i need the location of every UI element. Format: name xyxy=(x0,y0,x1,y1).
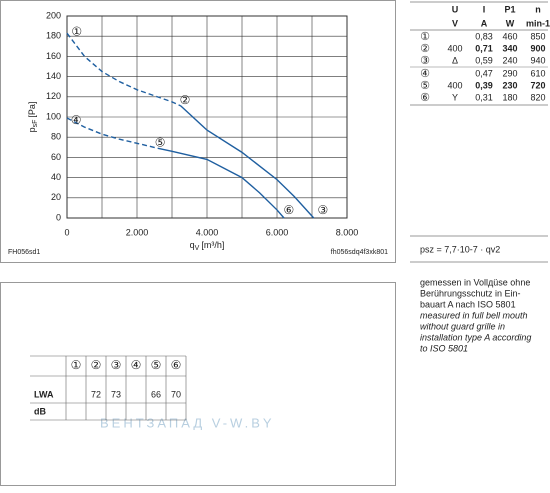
curve xyxy=(66,117,159,149)
table-cell: 66 xyxy=(151,389,161,399)
table-cell: 0,59 xyxy=(475,55,493,65)
table-cell: ① xyxy=(420,31,430,43)
y-tick-label: 100 xyxy=(46,111,61,121)
table-unit: W xyxy=(506,18,515,28)
table-cell: 72 xyxy=(91,389,101,399)
note-en: to ISO 5801 xyxy=(420,343,468,353)
note-en: without guard grille in xyxy=(420,321,505,331)
sound-frame xyxy=(0,282,396,486)
table-cell: 720 xyxy=(530,80,545,90)
table-unit: min-1 xyxy=(526,18,550,28)
table-cell: 340 xyxy=(502,43,517,53)
table-header: ① xyxy=(71,358,82,372)
table-cell: 70 xyxy=(171,389,181,399)
row-label: LWA xyxy=(34,389,54,399)
y-tick-label: 60 xyxy=(51,152,61,162)
table-header: P1 xyxy=(504,4,515,14)
table-cell: 0,83 xyxy=(475,31,493,41)
table-cell: 230 xyxy=(502,80,517,90)
table-cell: ⑤ xyxy=(420,80,430,92)
table-header: I xyxy=(483,4,486,14)
table-header: U xyxy=(452,4,459,14)
table-cell: 0,71 xyxy=(475,43,493,53)
table-cell: 900 xyxy=(530,43,545,53)
table-header: ⑤ xyxy=(151,358,162,372)
table-header: ② xyxy=(91,358,102,372)
table-cell: 940 xyxy=(530,55,545,65)
curve-marker: ⑤ xyxy=(155,135,166,149)
table-unit: V xyxy=(452,18,458,28)
y-tick-label: 80 xyxy=(51,132,61,142)
y-axis-label-part: sF xyxy=(32,120,39,128)
y-tick-label: 200 xyxy=(46,10,61,20)
table-cell: 610 xyxy=(530,68,545,78)
table-header: ④ xyxy=(131,358,142,372)
footer-left: FH056sd1 xyxy=(8,249,40,256)
table-cell: 290 xyxy=(502,68,517,78)
curve xyxy=(66,32,182,107)
curve-marker: ⑥ xyxy=(284,203,295,217)
x-tick-label: 0 xyxy=(64,227,69,237)
table-cell: 0,31 xyxy=(475,92,493,102)
curve-marker: ④ xyxy=(71,113,82,127)
y-tick-label: 160 xyxy=(46,51,61,61)
formula: psz = 7,7·10-7 · qv2 xyxy=(420,244,500,254)
table-cell: 0,47 xyxy=(475,68,493,78)
x-tick-label: 8.000 xyxy=(336,227,359,237)
note: gemessen in Vollдüse ohne xyxy=(420,277,530,287)
table-cell: 400 xyxy=(447,43,462,53)
note-en: measured in full bell mouth xyxy=(420,310,528,320)
y-axis-label: psF [Pa] xyxy=(27,102,38,133)
table-cell: 400 xyxy=(447,80,462,90)
table-cell: 240 xyxy=(502,55,517,65)
footer-right: fh056sdq4f3xk801 xyxy=(331,249,388,256)
y-axis-label-part: p xyxy=(27,127,37,132)
x-axis-label-part: V xyxy=(195,245,200,252)
x-tick-label: 4.000 xyxy=(196,227,219,237)
table-cell: Δ xyxy=(452,55,458,65)
curve-marker: ② xyxy=(180,93,191,107)
table-cell: 820 xyxy=(530,92,545,102)
table-cell: ③ xyxy=(420,55,430,67)
y-tick-label: 140 xyxy=(46,71,61,81)
curve xyxy=(180,105,315,219)
y-tick-label: 180 xyxy=(46,31,61,41)
table-cell: 180 xyxy=(502,92,517,102)
chart-frame xyxy=(0,0,396,263)
x-axis-label-part: [m³/h] xyxy=(201,240,224,250)
table-cell: Y xyxy=(452,92,458,102)
table-cell: 73 xyxy=(111,389,121,399)
table-cell: ② xyxy=(420,43,430,55)
table-unit: A xyxy=(481,18,488,28)
curve xyxy=(157,147,285,219)
table-cell: ④ xyxy=(420,68,430,80)
x-axis-label-part: q xyxy=(190,240,195,250)
x-tick-label: 6.000 xyxy=(266,227,289,237)
curve-marker: ③ xyxy=(317,203,328,217)
y-axis-label-part: [Pa] xyxy=(27,102,37,118)
table-cell: 460 xyxy=(502,31,517,41)
note: Berührungsschutz in Ein- xyxy=(420,288,521,298)
table-cell: 0,39 xyxy=(475,80,493,90)
y-tick-label: 20 xyxy=(51,192,61,202)
table-cell: 850 xyxy=(530,31,545,41)
y-tick-label: 0 xyxy=(56,212,61,222)
curve-marker: ① xyxy=(71,24,82,38)
table-header: ③ xyxy=(111,358,122,372)
table-cell: ⑥ xyxy=(420,92,430,104)
x-axis-label: qV [m³/h] xyxy=(190,240,225,251)
note-en: installation type A according xyxy=(420,332,531,342)
note: bauart A nach ISO 5801 xyxy=(420,299,516,309)
x-tick-label: 2.000 xyxy=(126,227,149,237)
row-unit: dB xyxy=(34,406,46,416)
table-header: ⑥ xyxy=(171,358,182,372)
y-tick-label: 40 xyxy=(51,172,61,182)
watermark: ВЕНТЗАПАД V-W.BY xyxy=(100,415,275,430)
table-header: n xyxy=(535,4,541,14)
y-tick-label: 120 xyxy=(46,91,61,101)
